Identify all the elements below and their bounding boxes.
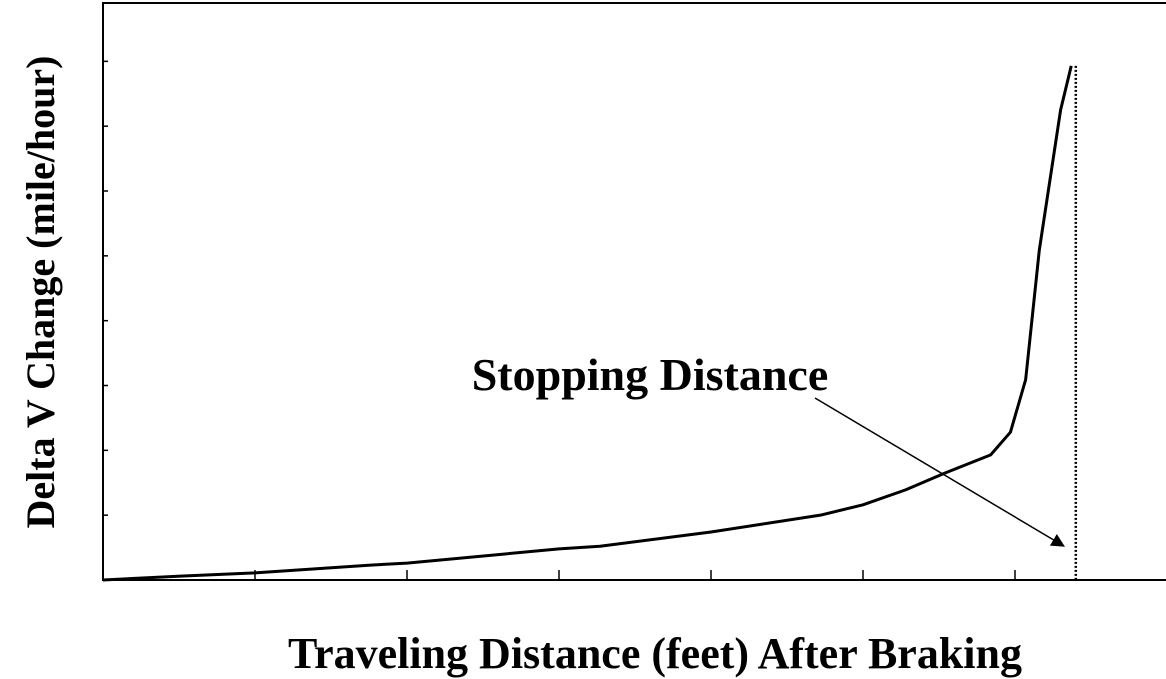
annotation-text: Stopping Distance	[472, 349, 829, 400]
x-axis-label: Traveling Distance (feet) After Braking	[288, 629, 1022, 678]
y-axis-label: Delta V Change (mile/hour)	[18, 56, 63, 529]
annotation-arrow	[814, 397, 1065, 547]
data-line	[102, 65, 1073, 582]
plot-frame	[102, 2, 1166, 581]
